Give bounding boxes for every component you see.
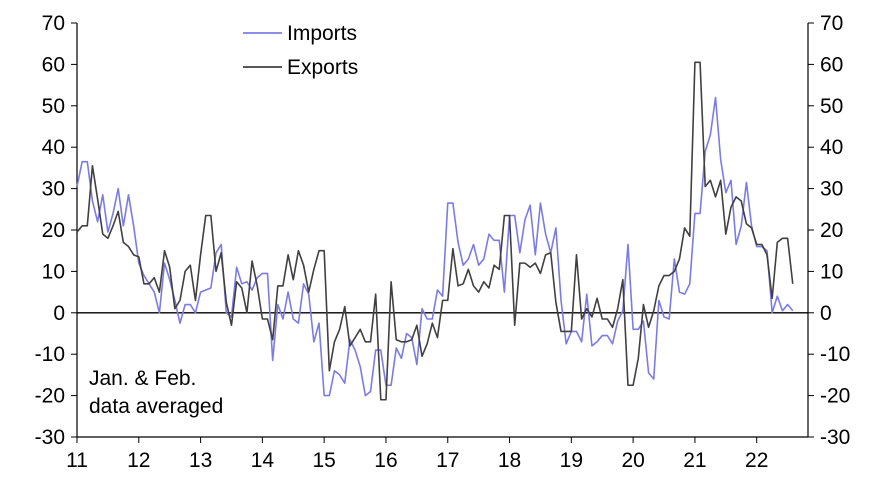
y-tick-label-left: 0 — [53, 302, 65, 325]
y-tick-label-right: 20 — [820, 219, 843, 242]
y-tick-label-left: -20 — [35, 385, 65, 408]
series-line-imports — [76, 96, 794, 397]
y-tick-label-right: -10 — [820, 343, 850, 366]
y-tick-label-left: 20 — [42, 219, 65, 242]
y-tick-label-left: 10 — [42, 260, 65, 283]
y-tick-label-right: 30 — [820, 178, 843, 201]
y-tick-label-right: 40 — [820, 136, 843, 159]
legend-label-exports: Exports — [287, 56, 358, 79]
y-tick-label-left: -30 — [35, 426, 65, 449]
legend: Imports Exports — [243, 22, 358, 79]
y-tick-label-right: 60 — [820, 53, 843, 76]
y-tick-label-right: -20 — [820, 385, 850, 408]
x-tick-label: 13 — [189, 449, 212, 472]
axes: -30 -30 -20 -20 -10 -10 0 0 10 10 20 20 30 30 40 40 50 50… — [35, 12, 851, 472]
y-tick-label-left: 40 — [42, 136, 65, 159]
annotation-line: data averaged — [89, 395, 223, 418]
x-tick-label: 22 — [745, 449, 768, 472]
y-tick-label-left: 50 — [42, 95, 65, 118]
annotation: Jan. & Feb. data averaged — [89, 367, 223, 418]
x-tick-label: 12 — [127, 449, 150, 472]
x-tick-label: 19 — [560, 449, 583, 472]
y-tick-label-right: 70 — [820, 12, 843, 35]
y-tick-label-right: -30 — [820, 426, 850, 449]
series-line-exports — [76, 61, 794, 401]
annotation-line: Jan. & Feb. — [89, 367, 196, 390]
y-tick-label-right: 0 — [820, 302, 832, 325]
y-tick-label-left: 70 — [42, 12, 65, 35]
x-tick-label: 21 — [683, 449, 706, 472]
x-tick-label: 15 — [312, 449, 335, 472]
y-tick-label-right: 50 — [820, 95, 843, 118]
y-tick-label-right: 10 — [820, 260, 843, 283]
x-tick-label: 20 — [621, 449, 644, 472]
y-tick-label-left: 30 — [42, 178, 65, 201]
x-tick-label: 14 — [251, 449, 275, 472]
x-tick-label: 16 — [374, 449, 397, 472]
x-tick-label: 18 — [498, 449, 521, 472]
y-tick-label-left: -10 — [35, 343, 65, 366]
series-lines — [76, 61, 794, 401]
x-tick-label: 17 — [436, 449, 459, 472]
legend-label-imports: Imports — [287, 22, 357, 45]
y-tick-label-left: 60 — [42, 53, 65, 76]
x-tick-label: 11 — [66, 449, 88, 472]
